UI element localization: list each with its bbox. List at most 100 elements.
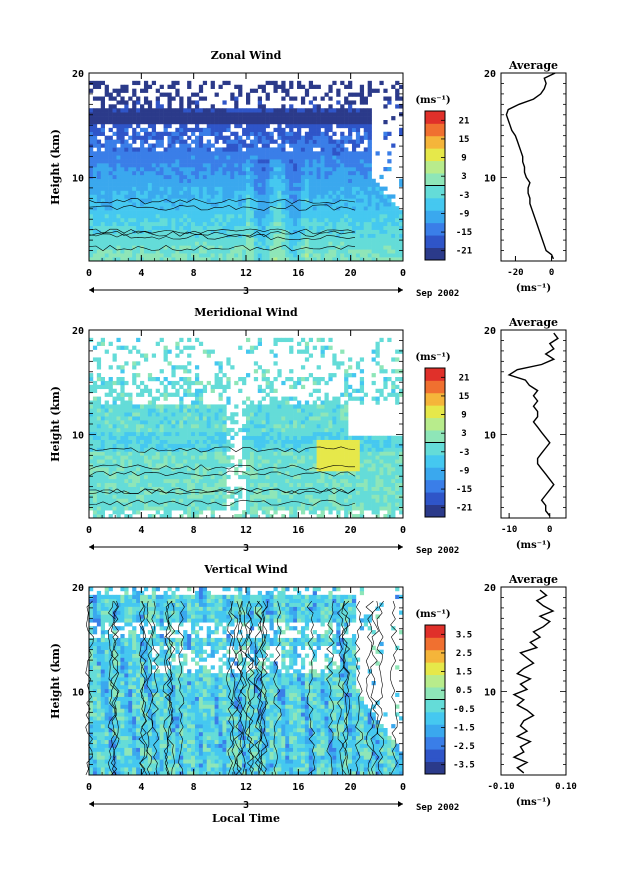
heatmap-cell (167, 170, 172, 176)
heatmap-cell (92, 217, 98, 223)
heatmap-cell (89, 217, 94, 223)
heatmap-cell (320, 190, 325, 195)
heatmap-cell (308, 229, 314, 234)
heatmap-cell (143, 170, 149, 176)
heatmap-cell (136, 506, 141, 511)
heatmap-cell (344, 120, 349, 125)
heatmap-cell (293, 245, 298, 250)
heatmap-cell (100, 210, 105, 215)
heatmap-cell (92, 384, 98, 390)
heatmap-cell (312, 178, 317, 183)
heatmap-cell (300, 194, 306, 199)
heatmap-cell (120, 210, 125, 215)
heatmap-cell (89, 439, 94, 444)
heatmap-cell (171, 112, 176, 117)
heatmap-cell (222, 416, 227, 421)
heatmap-cell (383, 131, 388, 136)
heatmap-cell (100, 337, 105, 343)
heatmap-cell (316, 245, 321, 250)
heatmap-cell (355, 123, 361, 129)
heatmap-cell (261, 88, 266, 93)
heatmap-cell (206, 498, 211, 503)
heatmap-cell (269, 380, 274, 386)
heatmap-cell (218, 427, 223, 433)
heatmap-cell (210, 478, 215, 484)
heatmap-cell (324, 147, 329, 152)
heatmap-cell (191, 443, 196, 448)
heatmap-cell (289, 151, 294, 156)
heatmap-cell (249, 131, 255, 136)
heatmap-cell (108, 478, 113, 484)
heatmap-cell (277, 170, 282, 176)
heatmap-cell (100, 486, 105, 491)
heatmap-cell (96, 384, 102, 390)
heatmap-cell (183, 408, 188, 413)
heatmap-cell (183, 116, 188, 121)
heatmap-cell (140, 186, 145, 191)
heatmap-cell (246, 502, 251, 507)
heatmap-cell (124, 345, 129, 350)
heatmap-cell (104, 135, 109, 140)
heatmap-cell (167, 159, 172, 164)
heatmap-cell (187, 482, 192, 487)
heatmap-cell (108, 253, 113, 258)
heatmap-cell (257, 467, 262, 472)
heatmap-cell (277, 214, 282, 219)
heatmap-cell (116, 178, 121, 183)
heatmap-cell (89, 120, 94, 125)
heatmap-cell (136, 123, 141, 129)
heatmap-cell (383, 221, 388, 227)
heatmap-cell (183, 237, 188, 242)
heatmap-cell (124, 237, 129, 242)
heatmap-cell (375, 214, 380, 219)
heatmap-cell (116, 249, 121, 254)
heatmap-cell (332, 178, 337, 183)
heatmap-cell (328, 194, 333, 199)
heatmap-cell (300, 502, 306, 507)
heatmap-cell (96, 478, 102, 484)
heatmap-cell (383, 214, 388, 219)
heatmap-cell (269, 155, 274, 160)
heatmap-cell (167, 459, 172, 464)
heatmap-cell (218, 131, 223, 136)
heatmap-cell (265, 384, 270, 390)
heatmap-cell (297, 412, 302, 417)
heatmap-cell (312, 198, 317, 203)
heatmap-cell (246, 147, 251, 152)
colorbar-swatch (425, 216, 445, 221)
heatmap-cell (257, 84, 262, 89)
heatmap-cell (179, 396, 184, 401)
heatmap-cell (163, 214, 168, 219)
heatmap-cell (316, 170, 321, 176)
heatmap-cell (116, 337, 121, 343)
heatmap-cell (226, 116, 231, 121)
heatmap-cell (108, 435, 113, 440)
heatmap-cell (269, 388, 274, 393)
heatmap-cell (194, 194, 200, 199)
heatmap-cell (265, 214, 270, 219)
heatmap-cell (328, 159, 333, 164)
heatmap-cell (246, 494, 251, 499)
heatmap-cell (297, 494, 302, 499)
heatmap-cell (198, 459, 204, 464)
heatmap-cell (367, 198, 372, 203)
heatmap-cell (92, 178, 98, 183)
heatmap-cell (304, 139, 310, 144)
heatmap-cell (387, 221, 392, 227)
heatmap-cell (273, 482, 278, 487)
heatmap-cell (143, 194, 149, 199)
heatmap-cell (191, 131, 196, 136)
heatmap-cell (277, 233, 282, 238)
heatmap-cell (285, 206, 290, 211)
heatmap-cell (120, 233, 125, 238)
heatmap-cell (348, 170, 353, 176)
heatmap-cell (277, 474, 282, 480)
heatmap-cell (210, 447, 215, 452)
heatmap-cell (179, 443, 184, 448)
heatmap-cell (336, 123, 341, 129)
heatmap-cell (92, 447, 98, 452)
heatmap-cell (128, 467, 133, 472)
heatmap-cell (171, 439, 176, 444)
heatmap-cell (300, 186, 306, 191)
heatmap-cell (210, 388, 215, 393)
